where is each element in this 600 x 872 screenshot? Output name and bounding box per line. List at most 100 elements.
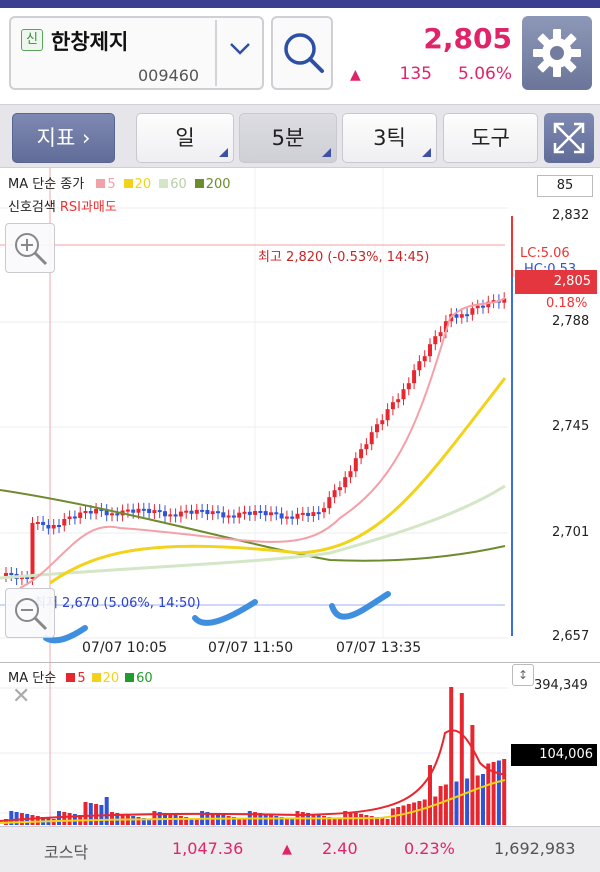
price-chart[interactable] [0, 168, 600, 662]
candle [311, 512, 316, 516]
volume-bar [231, 817, 236, 825]
candle [375, 424, 379, 433]
volume-ma-period-swatch [66, 673, 76, 682]
indicator-value-box[interactable]: 85 [537, 175, 593, 197]
volume-bar [9, 811, 14, 825]
hc-label: HC:0.53 [524, 262, 577, 271]
candle [438, 332, 443, 337]
volume-bar [475, 775, 480, 825]
period-5min-button[interactable]: 5분 [239, 113, 337, 163]
stock-selector[interactable]: 신 한창제지 009460 [9, 16, 264, 90]
search-button[interactable] [271, 16, 333, 90]
candle [62, 519, 67, 526]
market-name: 코스닥 [44, 843, 89, 862]
candle [300, 512, 305, 515]
price-chart-canvas[interactable] [0, 168, 600, 662]
volume-bar [67, 813, 72, 825]
candle [57, 525, 61, 527]
volume-current-marker: 104,006 [511, 744, 597, 766]
period-tick-button[interactable]: 3틱 [342, 113, 437, 163]
volume-bar [433, 796, 438, 825]
volume-bar [141, 818, 146, 825]
market-volume: 1,692,983 [494, 839, 576, 858]
volume-bar [428, 765, 432, 825]
up-arrow-icon: ▲ [282, 842, 292, 857]
ma-period-label: 60 [170, 177, 187, 192]
candle [396, 399, 401, 403]
candle [412, 370, 417, 384]
check-mark [192, 599, 258, 626]
volume-bar [369, 816, 374, 825]
stock-dropdown-button[interactable] [215, 20, 261, 86]
zoom-out-button[interactable] [5, 588, 55, 638]
volume-ma-period-label: 60 [136, 671, 153, 686]
volume-bar [364, 815, 369, 825]
ma60-line [0, 484, 506, 580]
volume-chart-canvas[interactable] [0, 663, 600, 827]
volume-bar [62, 812, 67, 825]
expand-arrows-icon [553, 122, 585, 154]
volume-bar [401, 805, 406, 825]
ma-legend-periods: 5 20 60 200 [90, 177, 232, 192]
price-change-rate: 5.06% [457, 64, 512, 84]
volume-bar [147, 819, 152, 825]
settings-button[interactable] [522, 16, 592, 90]
volume-bar [189, 818, 194, 825]
volume-bar [274, 816, 279, 825]
close-icon[interactable]: ✕ [12, 684, 31, 709]
candle [221, 512, 226, 518]
candle [168, 514, 173, 517]
candle [353, 458, 358, 472]
candle [481, 305, 485, 308]
tools-button[interactable]: 도구 [443, 113, 538, 163]
candle [274, 512, 279, 515]
ma5-line [19, 297, 506, 589]
candle [136, 508, 141, 513]
candle [25, 577, 30, 579]
volume-ma20-line [0, 779, 506, 824]
candle [141, 508, 146, 511]
time-axis-label: 07/07 10:05 [82, 640, 168, 656]
zoom-in-icon [15, 233, 48, 266]
y-tick-label: 2,832 [552, 208, 590, 223]
expand-button[interactable] [544, 113, 594, 163]
y-tick-label: 2,788 [552, 314, 590, 329]
new-badge: 신 [21, 29, 43, 51]
volume-ma-legend: MA 단순 5 20 60 [8, 667, 153, 686]
time-axis-label: 07/07 11:50 [208, 640, 294, 656]
volume-bar [327, 817, 332, 825]
time-axis-label: 07/07 13:35 [336, 640, 422, 656]
candle [401, 389, 406, 400]
candle [67, 516, 72, 519]
market-index-bar[interactable]: 코스닥 1,047.36 ▲ 2.40 0.23% 1,692,983 [0, 826, 600, 872]
candle [459, 314, 464, 318]
check-mark [43, 625, 88, 644]
ma-period-swatch [159, 179, 169, 188]
volume-bar [269, 815, 273, 825]
volume-chart[interactable] [0, 662, 600, 827]
candle [216, 511, 220, 514]
zoom-in-button[interactable] [5, 223, 55, 273]
volume-bar [152, 811, 157, 825]
volume-bar [30, 815, 35, 825]
volume-bar [226, 816, 231, 825]
resize-handle[interactable]: ↕ [512, 664, 534, 686]
volume-ma-period-swatch [125, 673, 135, 682]
candle [205, 510, 210, 515]
period-day-button[interactable]: 일 [136, 113, 234, 163]
candle [115, 513, 120, 516]
candle [147, 508, 152, 513]
volume-bar [290, 819, 295, 825]
indicator-button[interactable]: 지표 › [12, 113, 115, 163]
candle [491, 300, 496, 303]
current-price-marker: 2,805 [515, 270, 597, 294]
candle [41, 522, 46, 525]
candle [269, 512, 273, 516]
volume-bar [380, 818, 385, 825]
candle [72, 516, 77, 519]
volume-bar [449, 687, 454, 825]
volume-bar [35, 816, 40, 825]
candle [406, 383, 411, 390]
volume-bar [242, 819, 247, 825]
period-tick-label: 3틱 [373, 126, 406, 150]
